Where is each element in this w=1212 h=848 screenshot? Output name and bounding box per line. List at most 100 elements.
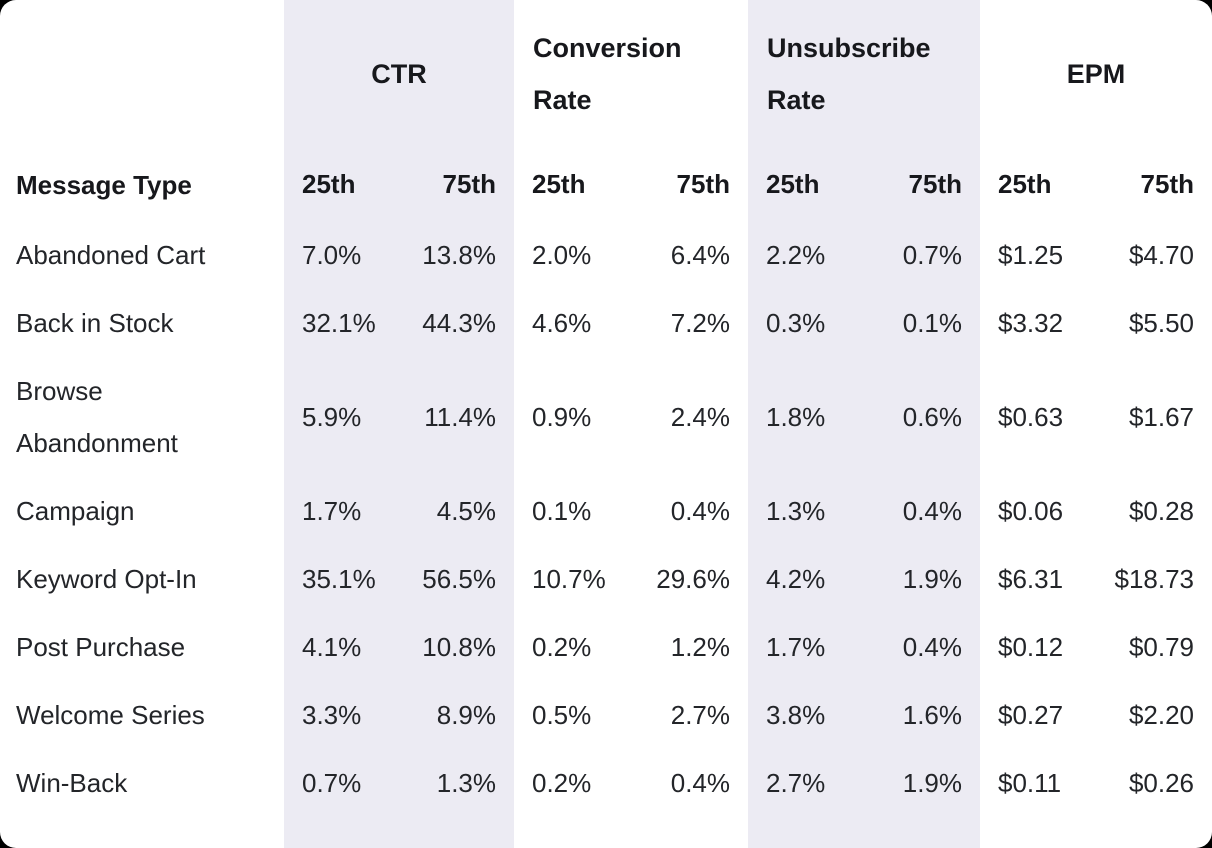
cell-ctr-25th: 7.0% (302, 239, 362, 270)
cell-unsubscribe-25th: 4.2% (766, 563, 826, 594)
cell-epm-75th: $1.67 (1128, 401, 1195, 432)
row-label: Win-Back (16, 768, 128, 798)
row-label: Campaign (16, 496, 135, 526)
table-row-browse-abandonment: Browse Abandonment 5.9% 11.4% 0.9% 2.4% … (0, 357, 1212, 477)
group-header-spacer (0, 0, 284, 148)
row-label: Keyword Opt-In (16, 564, 197, 594)
cell-unsubscribe-75th: 0.4% (902, 495, 962, 526)
table-row-welcome-series: Welcome Series 3.3% 8.9% 0.5% 2.7% 3.8% … (0, 681, 1212, 749)
cell-epm-75th: $0.28 (1128, 495, 1195, 526)
group-header-row: CTR Conversion Rate Unsubscribe Rate EPM (0, 0, 1212, 148)
cell-ctr-25th: 4.1% (302, 631, 362, 662)
cell-epm-25th: $0.63 (998, 401, 1064, 432)
cell-conversion-75th: 29.6% (656, 563, 730, 594)
cell-conversion-25th: 0.9% (532, 401, 592, 432)
cell-ctr-75th: 10.8% (422, 631, 496, 662)
cell-unsubscribe-75th: 0.6% (902, 401, 962, 432)
cell-conversion-25th: 0.2% (532, 767, 592, 798)
cell-epm-75th: $18.73 (1114, 563, 1195, 594)
cell-unsubscribe-25th: 3.8% (766, 699, 826, 730)
cell-ctr-25th: 0.7% (302, 767, 362, 798)
group-header-epm: EPM (1066, 58, 1126, 89)
cell-conversion-25th: 0.2% (532, 631, 592, 662)
table-row-win-back: Win-Back 0.7% 1.3% 0.2% 0.4% 2.7% 1.9% $… (0, 749, 1212, 817)
cell-conversion-75th: 0.4% (670, 767, 730, 798)
cell-epm-25th: $3.32 (998, 307, 1064, 338)
column-header-conversion-75th: 75th (676, 169, 730, 199)
cell-ctr-75th: 56.5% (422, 563, 496, 594)
cell-ctr-75th: 13.8% (422, 239, 496, 270)
cell-ctr-75th: 4.5% (436, 495, 496, 526)
group-header-conversion-rate: Conversion Rate (514, 0, 748, 148)
subheader-row: Message Type 25th 75th 25th 75th 25th 75… (0, 148, 1212, 221)
column-header-unsubscribe-25th: 25th (766, 169, 820, 199)
cell-epm-25th: $0.11 (998, 767, 1062, 798)
cell-epm-25th: $0.27 (998, 699, 1064, 730)
cell-unsubscribe-75th: 1.9% (902, 767, 962, 798)
column-header-epm-25th: 25th (998, 169, 1052, 199)
table-row-back-in-stock: Back in Stock 32.1% 44.3% 4.6% 7.2% 0.3%… (0, 289, 1212, 357)
cell-unsubscribe-75th: 0.1% (902, 307, 962, 338)
cell-epm-75th: $2.20 (1128, 699, 1195, 730)
column-header-message-type: Message Type (16, 169, 192, 200)
cell-conversion-75th: 2.4% (670, 401, 730, 432)
cell-conversion-25th: 0.5% (532, 699, 592, 730)
row-label: Post Purchase (16, 632, 186, 662)
table-bottom-spacer (0, 817, 1212, 848)
cell-conversion-75th: 1.2% (670, 631, 730, 662)
cell-conversion-75th: 0.4% (670, 495, 730, 526)
cell-ctr-25th: 35.1% (302, 563, 376, 594)
cell-conversion-25th: 10.7% (532, 563, 606, 594)
cell-unsubscribe-25th: 1.8% (766, 401, 826, 432)
group-header-unsubscribe-rate-label: Unsubscribe Rate (767, 33, 931, 115)
cell-conversion-75th: 2.7% (670, 699, 730, 730)
group-header-unsubscribe-rate: Unsubscribe Rate (748, 0, 980, 148)
cell-epm-75th: $0.26 (1128, 767, 1195, 798)
cell-epm-75th: $0.79 (1128, 631, 1195, 662)
group-header-conversion-rate-label: Conversion Rate (533, 33, 682, 115)
cell-conversion-25th: 2.0% (532, 239, 592, 270)
table-row-abandoned-cart: Abandoned Cart 7.0% 13.8% 2.0% 6.4% 2.2%… (0, 221, 1212, 289)
cell-unsubscribe-75th: 1.6% (902, 699, 962, 730)
group-header-ctr: CTR (371, 58, 427, 89)
cell-ctr-25th: 32.1% (302, 307, 376, 338)
cell-ctr-25th: 3.3% (302, 699, 362, 730)
unsubscribe-column-stripe (748, 0, 980, 848)
row-label: Browse Abandonment (16, 376, 178, 458)
cell-unsubscribe-25th: 1.3% (766, 495, 826, 526)
cell-epm-25th: $0.12 (998, 631, 1064, 662)
cell-conversion-25th: 4.6% (532, 307, 592, 338)
table-row-post-purchase: Post Purchase 4.1% 10.8% 0.2% 1.2% 1.7% … (0, 613, 1212, 681)
row-label: Welcome Series (16, 700, 205, 730)
cell-ctr-25th: 1.7% (302, 495, 362, 526)
cell-ctr-75th: 8.9% (436, 699, 496, 730)
cell-epm-25th: $6.31 (998, 563, 1064, 594)
cell-unsubscribe-25th: 0.3% (766, 307, 826, 338)
cell-epm-25th: $0.06 (998, 495, 1064, 526)
cell-unsubscribe-25th: 2.2% (766, 239, 826, 270)
ctr-column-stripe (284, 0, 514, 848)
row-label: Back in Stock (16, 308, 174, 338)
cell-conversion-75th: 6.4% (670, 239, 730, 270)
cell-ctr-75th: 11.4% (424, 401, 496, 432)
cell-ctr-25th: 5.9% (302, 401, 362, 432)
cell-ctr-75th: 44.3% (422, 307, 496, 338)
column-header-ctr-25th: 25th (302, 169, 356, 199)
column-header-epm-75th: 75th (1140, 169, 1195, 199)
cell-epm-75th: $5.50 (1128, 307, 1195, 338)
cell-unsubscribe-75th: 0.4% (902, 631, 962, 662)
column-header-unsubscribe-75th: 75th (908, 169, 962, 199)
cell-epm-25th: $1.25 (998, 239, 1064, 270)
cell-conversion-75th: 7.2% (670, 307, 730, 338)
cell-unsubscribe-25th: 2.7% (766, 767, 826, 798)
cell-conversion-25th: 0.1% (532, 495, 592, 526)
column-header-conversion-25th: 25th (532, 169, 586, 199)
cell-unsubscribe-25th: 1.7% (766, 631, 826, 662)
column-header-ctr-75th: 75th (442, 169, 496, 199)
cell-epm-75th: $4.70 (1128, 239, 1195, 270)
cell-unsubscribe-75th: 0.7% (902, 239, 962, 270)
table-row-keyword-opt-in: Keyword Opt-In 35.1% 56.5% 10.7% 29.6% 4… (0, 545, 1212, 613)
row-label: Abandoned Cart (16, 240, 206, 270)
